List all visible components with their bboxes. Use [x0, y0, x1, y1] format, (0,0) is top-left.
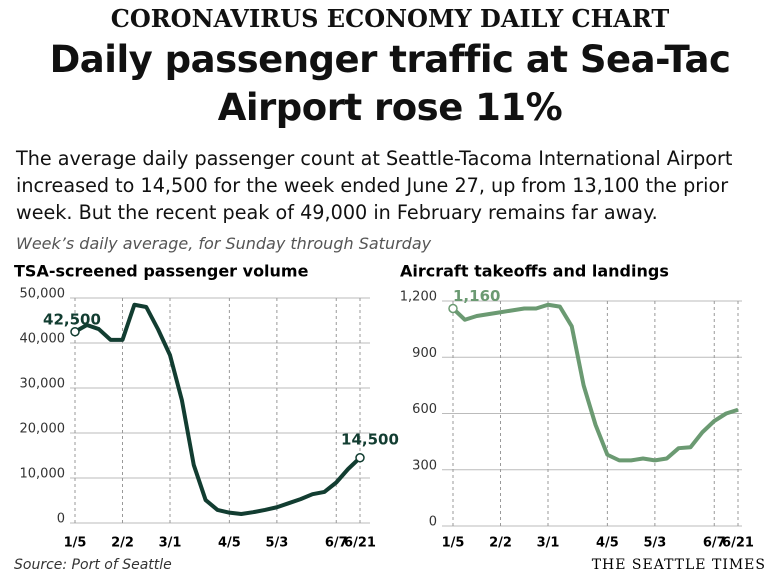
end-marker	[70, 327, 80, 337]
line	[451, 302, 739, 463]
y-tick-label: 40,000	[20, 332, 66, 347]
x-tick-label: 1/5	[442, 536, 465, 551]
x-tick-label: 1/5	[64, 536, 87, 551]
y-tick-label: 900	[412, 346, 437, 361]
x-tick-label: 4/5	[218, 536, 241, 551]
x-tick-label: 2/2	[111, 536, 134, 551]
y-tick-label: 20,000	[20, 422, 66, 437]
title-line: Daily passenger traffic at Sea-Tac	[49, 38, 731, 81]
y-tick-label: 50,000	[20, 287, 66, 302]
x-tick-label: 5/3	[265, 536, 288, 551]
y-tick-label: 0	[57, 512, 65, 527]
source: Source: Port of Seattle	[14, 557, 172, 573]
end-marker	[355, 453, 365, 463]
value-label: 42,500	[43, 310, 101, 328]
end-marker	[448, 303, 458, 314]
y-tick-label: 10,000	[20, 467, 66, 482]
x-tick-label: 6/7	[703, 536, 726, 551]
y-tick-label: 0	[429, 515, 437, 530]
y-tick-label: 1,200	[400, 290, 437, 305]
y-tick-label: 30,000	[20, 377, 66, 392]
x-tick-label: 6/7	[325, 536, 348, 551]
y-tick-label: 600	[412, 402, 437, 417]
description: The average daily passenger count at Sea…	[16, 147, 733, 224]
x-tick-label: 4/5	[596, 536, 619, 551]
y-tick-label: 300	[412, 458, 437, 473]
value-label: 14,500	[341, 430, 399, 448]
note: Week’s daily average, for Sunday through…	[16, 234, 432, 253]
x-tick-label: 2/2	[489, 536, 512, 551]
x-tick-label: 6/21	[344, 536, 376, 551]
line	[74, 302, 362, 516]
x-tick-label: 6/21	[722, 536, 754, 551]
logo: THE SEATTLE TIMES	[592, 557, 766, 573]
chart-title: Aircraft takeoffs and landings	[400, 262, 669, 281]
value-label: 1,160	[453, 287, 500, 305]
x-tick-label: 5/3	[643, 536, 666, 551]
title-line: Airport rose 11%	[217, 86, 563, 129]
x-tick-label: 3/1	[159, 536, 182, 551]
x-tick-label: 3/1	[537, 536, 560, 551]
kicker: CORONAVIRUS ECONOMY DAILY CHART	[110, 4, 670, 33]
chart-title: TSA-screened passenger volume	[14, 262, 309, 281]
